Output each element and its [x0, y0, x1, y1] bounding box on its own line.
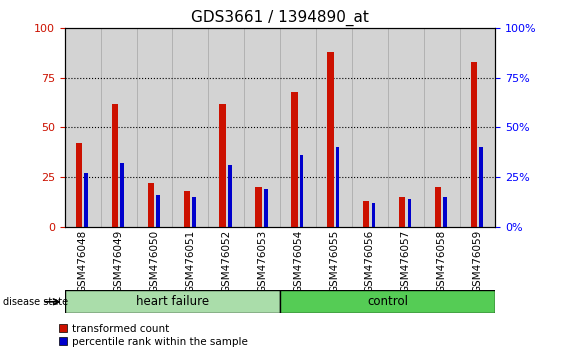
Bar: [399, 197, 405, 227]
Bar: [120, 163, 124, 227]
Text: heart failure: heart failure: [136, 295, 209, 308]
Bar: [256, 187, 262, 227]
Bar: [220, 104, 226, 227]
Bar: [192, 197, 196, 227]
Bar: [424, 28, 459, 227]
Bar: [327, 52, 333, 227]
Text: GSM476052: GSM476052: [221, 229, 231, 293]
Bar: [336, 147, 339, 227]
Bar: [172, 28, 208, 227]
Bar: [137, 28, 172, 227]
Bar: [435, 187, 441, 227]
Text: GSM476057: GSM476057: [401, 229, 411, 293]
Bar: [408, 199, 411, 227]
Text: GSM476048: GSM476048: [78, 229, 88, 293]
Text: GSM476055: GSM476055: [329, 229, 339, 293]
Bar: [291, 92, 298, 227]
Legend: transformed count, percentile rank within the sample: transformed count, percentile rank withi…: [59, 324, 248, 347]
Bar: [228, 165, 231, 227]
Bar: [148, 183, 154, 227]
Bar: [316, 28, 352, 227]
Text: GSM476053: GSM476053: [257, 229, 267, 293]
Text: GSM476056: GSM476056: [365, 229, 375, 293]
Text: disease state: disease state: [3, 297, 68, 307]
Bar: [264, 189, 267, 227]
Bar: [280, 290, 495, 313]
Bar: [65, 28, 101, 227]
Text: GSM476049: GSM476049: [114, 229, 124, 293]
Bar: [479, 147, 483, 227]
Text: GSM476054: GSM476054: [293, 229, 303, 293]
Bar: [184, 191, 190, 227]
Bar: [388, 28, 424, 227]
Bar: [471, 62, 477, 227]
Bar: [363, 201, 369, 227]
Text: GSM476051: GSM476051: [185, 229, 195, 293]
Text: GSM476058: GSM476058: [436, 229, 446, 293]
Bar: [101, 28, 137, 227]
Bar: [65, 290, 280, 313]
Text: control: control: [367, 295, 408, 308]
Bar: [459, 28, 495, 227]
Bar: [208, 28, 244, 227]
Title: GDS3661 / 1394890_at: GDS3661 / 1394890_at: [191, 9, 369, 25]
Bar: [352, 28, 388, 227]
Bar: [157, 195, 160, 227]
Bar: [244, 28, 280, 227]
Text: GSM476050: GSM476050: [149, 229, 159, 292]
Bar: [112, 104, 118, 227]
Bar: [372, 203, 375, 227]
Bar: [300, 155, 303, 227]
Bar: [76, 143, 82, 227]
Bar: [280, 28, 316, 227]
Bar: [84, 173, 88, 227]
Text: GSM476059: GSM476059: [472, 229, 482, 293]
Bar: [444, 197, 447, 227]
